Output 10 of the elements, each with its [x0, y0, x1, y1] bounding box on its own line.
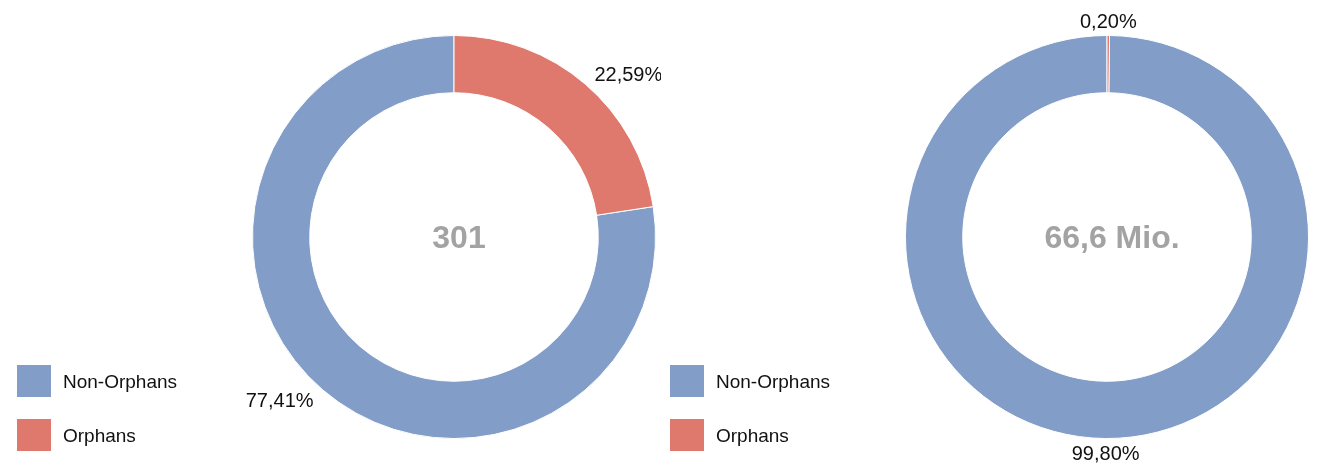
data-label: 77,41%: [245, 389, 314, 412]
legend-label: Non-Orphans: [716, 370, 831, 392]
text: 301: [432, 219, 486, 255]
data-label: 99,80%: [1071, 441, 1140, 464]
data-label: 0,20%: [1079, 10, 1137, 33]
legend-label: Orphans: [716, 424, 789, 446]
text: 66,6 Mio.: [1044, 219, 1180, 255]
data-label: 22,59%: [594, 62, 663, 85]
legend-label: Orphans: [63, 424, 136, 446]
legend-label: Non-Orphans: [63, 370, 178, 392]
